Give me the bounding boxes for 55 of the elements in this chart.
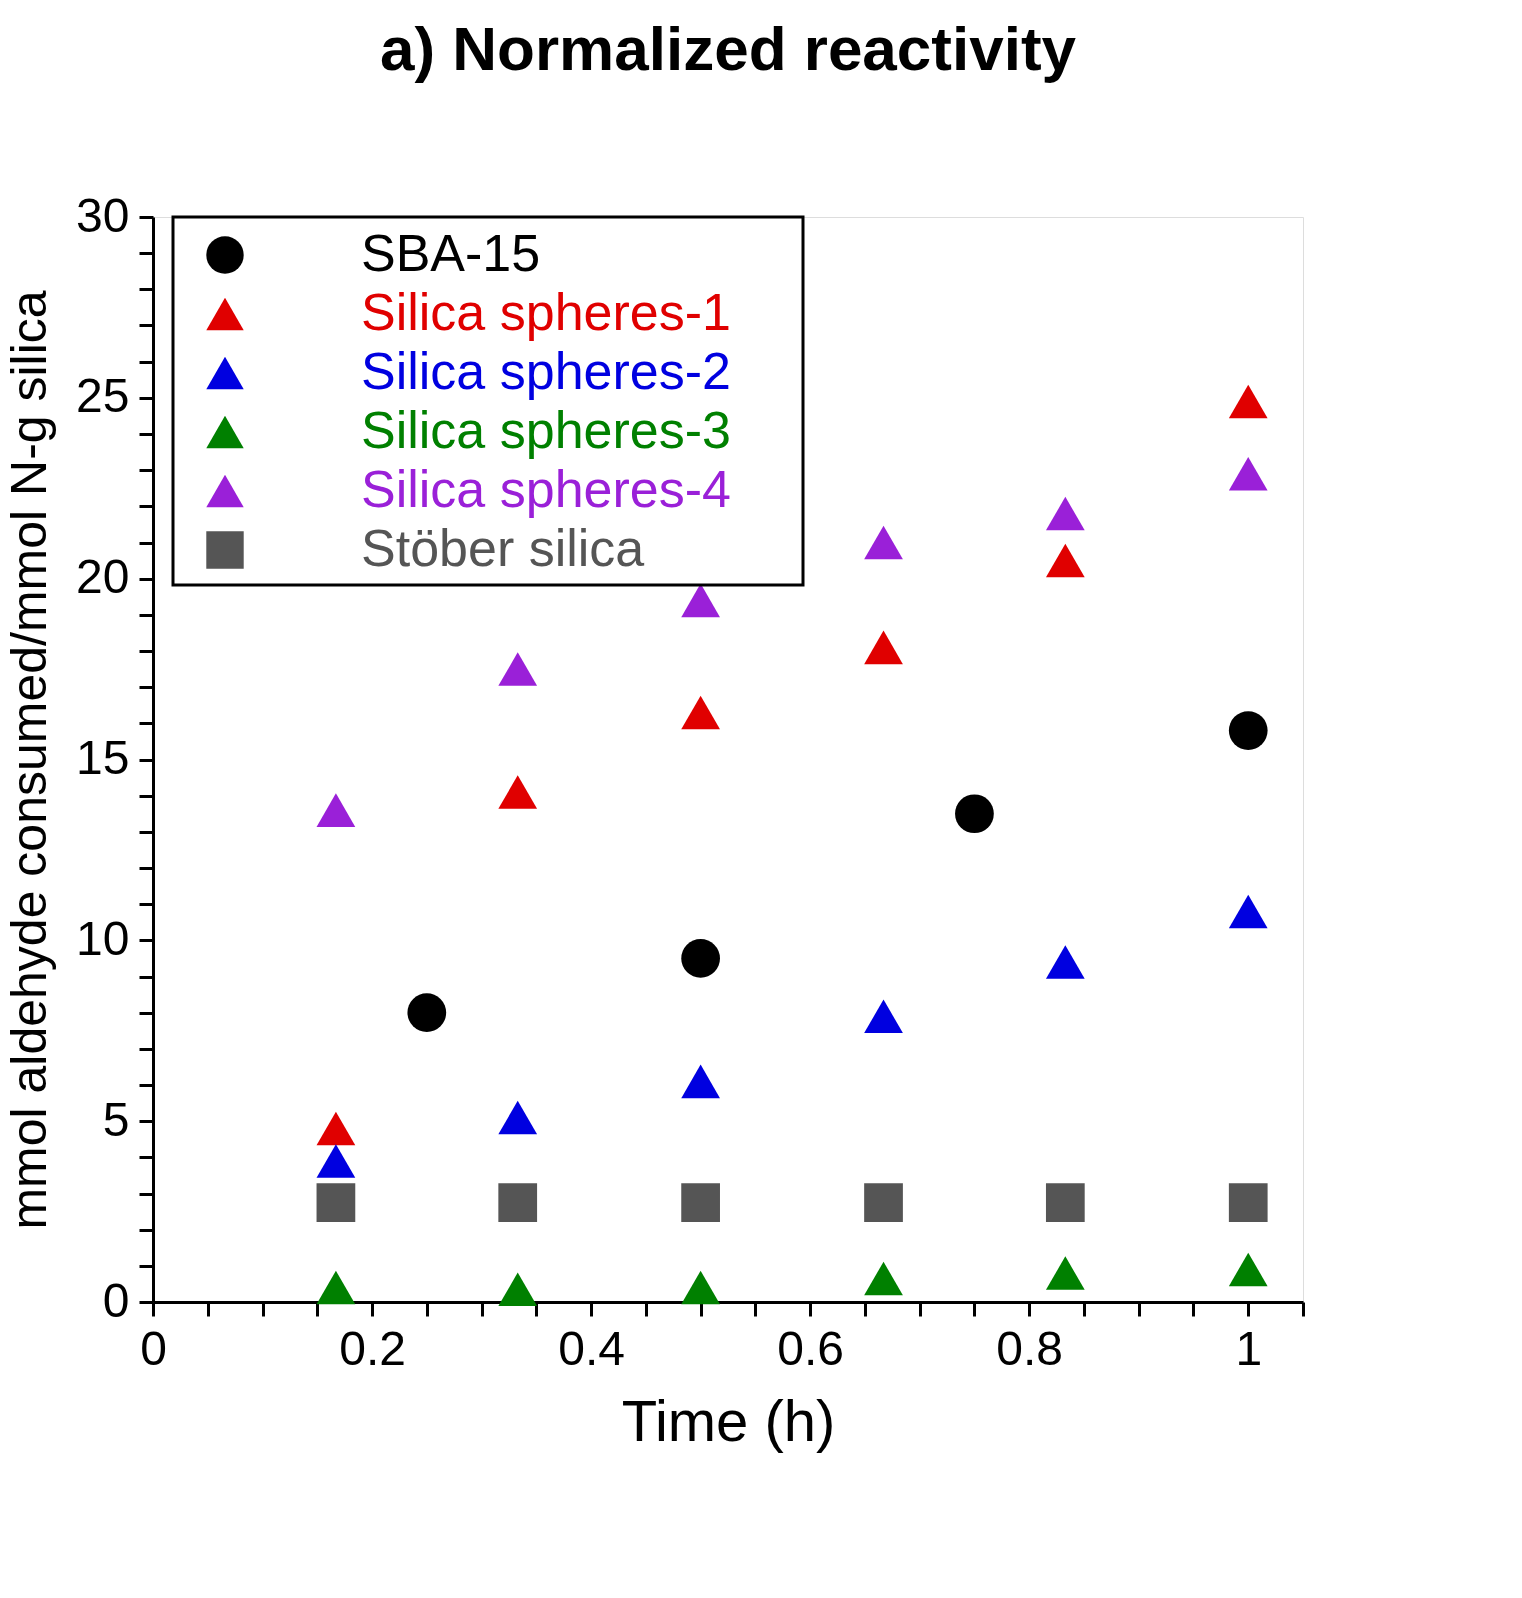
point [498, 1272, 538, 1307]
y-tick-label: 5 [102, 1092, 130, 1146]
legend-label: Silica spheres-2 [361, 342, 731, 400]
point [1228, 894, 1268, 929]
x-tick-label: 0.2 [339, 1321, 406, 1375]
y-axis-title: mmol aldehyde consumed/mmol N-g silica [1, 290, 58, 1230]
point [407, 993, 447, 1032]
legend-label: Silica spheres-4 [361, 460, 731, 518]
point [498, 652, 538, 686]
point [1045, 1183, 1085, 1222]
point [681, 695, 720, 730]
point [955, 794, 994, 834]
point [316, 1111, 356, 1146]
x-tick-label: 1 [1235, 1321, 1263, 1375]
point [681, 1270, 720, 1305]
legend-label: SBA-15 [361, 224, 541, 282]
point [498, 1100, 538, 1135]
point [1228, 1183, 1268, 1222]
x-tick-label: 0.8 [996, 1321, 1064, 1375]
y-tick-label: 10 [76, 911, 130, 965]
point [864, 630, 903, 665]
point [1228, 457, 1268, 491]
point [681, 1183, 720, 1222]
y-tick-label: 25 [76, 369, 130, 423]
point [316, 1183, 356, 1222]
y-tick-label: 30 [76, 188, 130, 242]
point [864, 1183, 903, 1222]
point [1045, 945, 1085, 979]
x-axis-title: Time (h) [621, 1387, 836, 1453]
y-tick-label: 15 [76, 731, 130, 784]
point [498, 775, 538, 809]
point [1045, 496, 1085, 531]
y-tick-label: 20 [76, 550, 130, 604]
point [864, 999, 903, 1034]
point [1045, 1256, 1085, 1290]
point [316, 1144, 356, 1178]
point [1228, 384, 1268, 419]
point [864, 525, 903, 560]
point [681, 1064, 720, 1099]
point [1045, 543, 1085, 578]
point [1228, 1252, 1268, 1287]
legend-label: Silica spheres-1 [361, 283, 731, 341]
legend-label: Stöber silica [361, 519, 645, 577]
point [316, 793, 356, 827]
legend-label: Silica spheres-3 [361, 401, 731, 459]
x-tick-label: 0.4 [558, 1321, 625, 1375]
point [498, 1183, 538, 1222]
x-tick-label: 0 [140, 1321, 167, 1375]
point [681, 939, 720, 978]
x-tick-label: 0.6 [777, 1321, 845, 1375]
point [1228, 711, 1268, 750]
y-tick-label: 0 [102, 1273, 130, 1327]
point [864, 1261, 903, 1296]
chart-title: a) Normalized reactivity [379, 14, 1077, 83]
point [316, 1270, 356, 1305]
